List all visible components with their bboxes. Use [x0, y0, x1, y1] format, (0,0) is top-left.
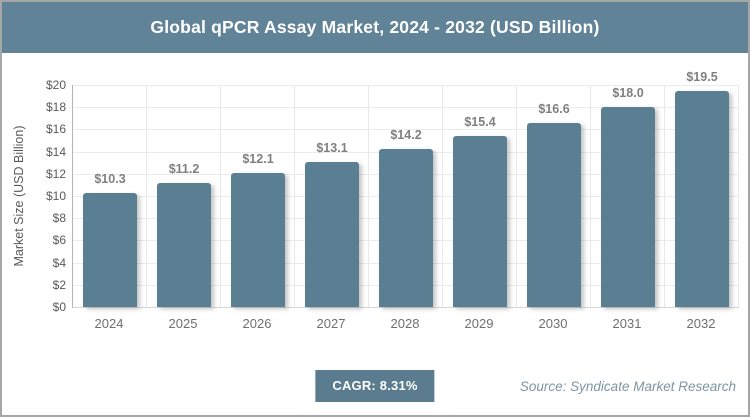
gridline-vertical: [294, 85, 295, 307]
y-tick-label: $10: [45, 189, 66, 203]
y-tick-label: $8: [52, 211, 66, 226]
bar-value-label: $18.0: [612, 86, 644, 101]
bar-column-2028: $14.2: [369, 85, 443, 307]
y-tick-label: $4: [52, 255, 66, 270]
bar-column-2027: $13.1: [295, 85, 369, 307]
y-tick-label: $12: [45, 166, 66, 181]
bar: [601, 107, 655, 307]
y-tick-label: $2: [52, 277, 66, 292]
x-tick-label: 2029: [464, 316, 494, 331]
chart-title: Global qPCR Assay Market, 2024 - 2032 (U…: [150, 17, 600, 37]
bar: [83, 192, 137, 307]
bar: [157, 182, 211, 307]
bar-column-2025: $11.2: [147, 85, 221, 307]
gridline-vertical: [442, 85, 443, 307]
bar: [453, 136, 507, 307]
gridline-vertical: [146, 85, 147, 307]
x-tick-label: 2024: [94, 316, 124, 331]
chart-title-bar: Global qPCR Assay Market, 2024 - 2032 (U…: [2, 2, 748, 53]
x-tick-label: 2025: [168, 316, 198, 331]
bar-value-label: $15.4: [464, 115, 496, 130]
x-tick-label: 2026: [242, 316, 272, 331]
bar-column-2024: $10.3: [73, 85, 147, 307]
bar: [231, 172, 285, 307]
gridline-vertical: [368, 85, 369, 307]
bar-value-label: $14.2: [390, 128, 422, 143]
bar-column-2031: $18.0: [591, 85, 665, 307]
y-tick-label: $0: [52, 300, 66, 314]
bar-value-label: $11.2: [168, 161, 200, 176]
bar: [379, 149, 433, 307]
bar-column-2026: $12.1: [221, 85, 295, 307]
bar-column-2032: $19.5: [665, 70, 739, 307]
gridline-horizontal: [73, 129, 739, 131]
bar-value-label: $13.1: [316, 140, 348, 155]
x-tick-label: 2027: [316, 316, 346, 331]
x-tick-label: 2030: [538, 316, 568, 331]
x-axis-labels: 2024 2025 2026 2027 2028 2029 2030 2031 2032: [72, 316, 738, 331]
cagr-badge: CAGR: 8.31%: [315, 370, 435, 402]
bar-column-2030: $16.6: [517, 85, 591, 307]
gridline-vertical: [738, 85, 739, 307]
x-tick-label: 2031: [612, 316, 642, 331]
y-tick-label: $18: [45, 100, 66, 115]
y-tick-label: $16: [45, 122, 66, 137]
gridline-vertical: [516, 85, 517, 307]
bar-value-label: $19.5: [686, 69, 718, 84]
bar: [527, 122, 581, 307]
y-tick-label: $14: [45, 144, 66, 159]
source-text: Source: Syndicate Market Research: [519, 379, 736, 394]
x-tick-label: 2032: [686, 316, 716, 331]
bar-value-label: $16.6: [538, 101, 570, 116]
gridline-horizontal: [73, 107, 739, 109]
bar: [675, 90, 729, 307]
gridline-vertical: [664, 85, 665, 307]
y-tick-label: $6: [52, 233, 66, 248]
y-tick-label: $20: [45, 78, 66, 92]
bar-value-label: $10.3: [94, 171, 126, 186]
plot-area: $10.3 $11.2 $12.1 $13.1 $14.2 $15.4 $16.6 $18.0…: [72, 70, 739, 308]
gridline-vertical: [220, 85, 221, 307]
bar: [305, 161, 359, 307]
gridline-vertical: [590, 85, 591, 307]
x-tick-label: 2028: [390, 316, 420, 331]
gridline-horizontal: [73, 85, 739, 86]
y-axis-ticks: $0 $2 $4 $6 $8 $10 $12 $14 $16 $18 $20: [2, 78, 66, 314]
cagr-label: CAGR: 8.31%: [332, 378, 418, 393]
bar-value-label: $12.1: [242, 151, 274, 166]
bar-column-2029: $15.4: [443, 85, 517, 307]
bars: $10.3 $11.2 $12.1 $13.1 $14.2 $15.4 $16.6 $18.0…: [73, 70, 739, 307]
